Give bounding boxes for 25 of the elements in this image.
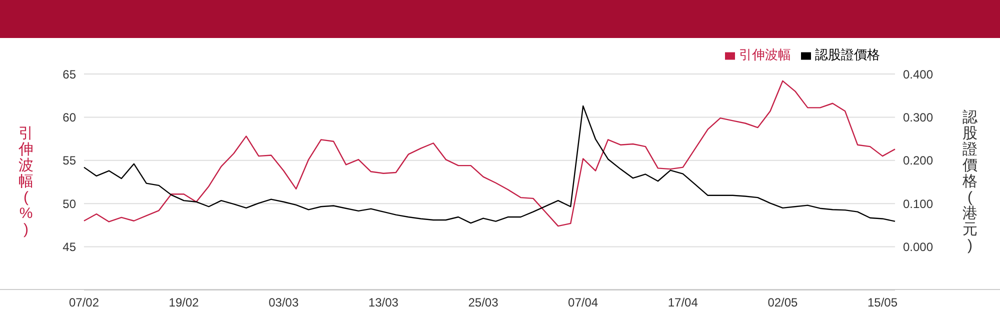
y2-tick-label: 0.100 [903, 196, 934, 211]
x-tick-label: 03/03 [268, 296, 299, 310]
y-tick-label: 55 [62, 154, 76, 168]
y2-tick-label: 0.300 [903, 110, 934, 124]
y-axis-title: 引伸波幅(%) [18, 125, 34, 238]
x-tick-label: 15/05 [868, 296, 898, 310]
line-series [83, 105, 896, 224]
legend-label: 認股證價格 [815, 47, 880, 62]
y-tick-label: 60 [62, 110, 76, 124]
x-tick-label: 17/04 [668, 296, 698, 310]
x-tick-label: 19/02 [168, 296, 200, 310]
y-tick-label: 50 [62, 196, 76, 211]
y2-tick-label: 0.200 [903, 154, 934, 168]
x-tick-label: 25/03 [468, 296, 499, 310]
text: 認股證價格(港元) [962, 109, 978, 254]
legend-label: 引伸波幅 [739, 47, 791, 62]
y2-tick-label: 0.000 [903, 240, 934, 254]
x-tick-label: 07/04 [568, 296, 598, 310]
x-tick-label: 07/02 [68, 296, 100, 310]
y-tick-label: 65 [62, 67, 76, 82]
y2-tick-label: 0.400 [903, 67, 934, 82]
x-tick-label: 02/05 [768, 296, 798, 310]
y-tick-label: 45 [62, 240, 76, 254]
line-series [83, 80, 896, 227]
x-tick-label: 13/03 [368, 296, 399, 310]
